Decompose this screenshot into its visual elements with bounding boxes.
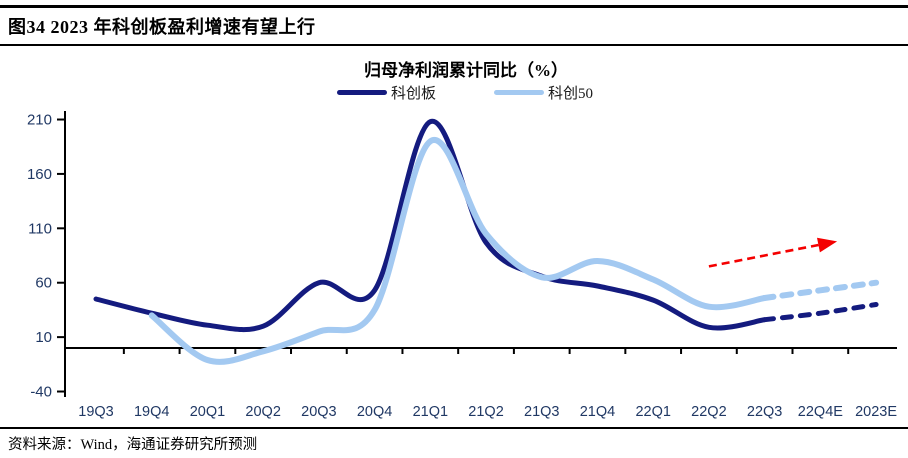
top-rule <box>0 5 908 8</box>
x-tick-label: 20Q3 <box>301 404 336 420</box>
x-tick-label: 22Q1 <box>635 404 670 420</box>
figure-title: 图34 2023 年科创板盈利增速有望上行 <box>8 17 316 37</box>
legend-label-kechuangban: 科创板 <box>390 86 436 102</box>
x-tick-label: 20Q4 <box>357 404 392 420</box>
series-line-solid <box>148 137 768 365</box>
y-tick-label: 210 <box>27 112 52 129</box>
title-divider-rule <box>0 44 908 46</box>
kechuangban-line-swatch-icon <box>336 90 387 95</box>
x-tick-label: 22Q3 <box>747 404 782 420</box>
trend-arrow <box>708 237 838 268</box>
kechuang50-line-swatch-icon <box>494 90 544 95</box>
chart-legend: 科创板 科创50 <box>0 82 908 103</box>
series-科创50 <box>148 137 880 365</box>
y-tick-label: -40 <box>30 384 52 401</box>
x-tick-label: 19Q4 <box>134 404 169 420</box>
x-tick-label: 21Q1 <box>413 404 448 420</box>
series-line-solid <box>93 119 768 333</box>
y-tick-label: 10 <box>35 329 52 346</box>
source-divider-rule <box>0 427 908 429</box>
chart-title: 归母净利润累计同比（%） <box>364 61 568 80</box>
series-line-forecast-dashed <box>762 302 879 323</box>
x-tick-label: 21Q3 <box>524 404 559 420</box>
y-tick-label: 60 <box>35 275 52 292</box>
x-tick-label: 2023E <box>855 404 897 420</box>
y-tick-label: 160 <box>27 166 52 183</box>
legend-item-kechuangban: 科创板 <box>336 82 436 103</box>
x-tick-label: 22Q4E <box>798 404 843 420</box>
x-axis: 19Q3 19Q4 20Q1 20Q2 20Q3 20Q4 21Q1 21Q2 21Q3 21Q4… <box>65 347 897 420</box>
legend-item-kechuang50: 科创50 <box>494 82 593 103</box>
y-tick-label: 110 <box>28 220 52 237</box>
source-text: 资料来源：Wind，海通证券研究所预测 <box>8 437 258 453</box>
x-tick-label: 21Q4 <box>580 404 615 420</box>
series-line-forecast-dashed <box>761 279 880 301</box>
trend-arrow-shaft <box>708 243 819 268</box>
x-tick-label: 22Q2 <box>691 404 726 420</box>
x-tick-label: 20Q1 <box>190 404 225 420</box>
legend-label-kechuang50: 科创50 <box>548 86 594 102</box>
series-科创板 <box>93 119 879 333</box>
trend-arrowhead-icon <box>817 237 838 253</box>
x-tick-label: 19Q3 <box>78 404 113 420</box>
x-tick-label: 20Q2 <box>245 404 280 420</box>
y-axis: 210 160 110 60 10 -40 <box>27 111 66 401</box>
x-tick-label: 21Q2 <box>468 404 503 420</box>
